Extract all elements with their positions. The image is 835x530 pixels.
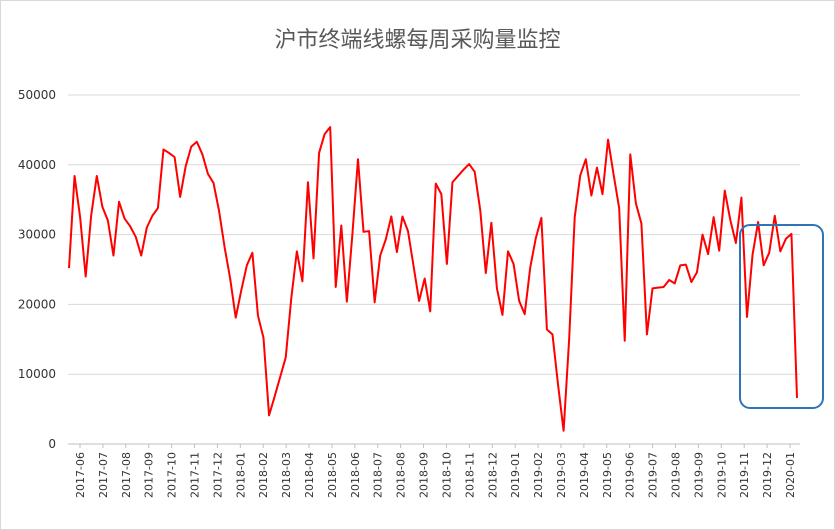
x-tick-label: 2018-01 <box>234 452 247 498</box>
x-tick-label: 2019-11 <box>738 452 751 498</box>
x-tick-label: 2019-04 <box>578 452 591 498</box>
highlight-layer <box>739 224 824 409</box>
x-tick-label: 2019-02 <box>532 452 545 498</box>
x-tick-label: 2017-10 <box>166 452 179 498</box>
x-tick-label: 2019-10 <box>715 452 728 498</box>
x-tick-label: 2018-09 <box>418 452 431 498</box>
highlight-box <box>739 224 824 409</box>
y-tick-label: 0 <box>48 437 56 451</box>
x-tick-label: 2018-11 <box>463 452 476 498</box>
x-tick-label: 2018-10 <box>440 452 453 498</box>
x-tick-label: 2018-05 <box>326 452 339 498</box>
x-tick-label: 2017-11 <box>189 452 202 498</box>
y-tick-label: 40000 <box>18 158 56 172</box>
x-tick-label: 2018-06 <box>349 452 362 498</box>
x-tick-label: 2018-03 <box>280 452 293 498</box>
x-tick-label: 2017-08 <box>120 452 133 498</box>
x-tick-label: 2019-07 <box>647 452 660 498</box>
chart-title: 沪市终端线螺每周采购量监控 <box>274 28 561 53</box>
x-tick-label: 2019-08 <box>669 452 682 498</box>
x-tick-label: 2017-07 <box>97 452 110 498</box>
x-tick-labels: 2017-06 2017-07 2017-08 2017-09 2017-10 2017-… <box>74 444 797 498</box>
x-tick-label: 2018-07 <box>372 452 385 498</box>
y-tick-label: 10000 <box>18 367 56 381</box>
series-layer <box>68 126 798 432</box>
y-axis: 0 10000 20000 30000 40000 50000 <box>18 88 56 451</box>
x-tick-label: 2018-02 <box>257 452 270 498</box>
y-tick-label: 20000 <box>18 297 56 311</box>
y-tick-label: 30000 <box>18 228 56 242</box>
x-tick-label: 2019-01 <box>509 452 522 498</box>
series-line <box>68 126 798 432</box>
x-tick-label: 2018-08 <box>395 452 408 498</box>
x-tick-label: 2019-06 <box>624 452 637 498</box>
y-tick-label: 50000 <box>18 88 56 102</box>
x-tick-label: 2018-12 <box>486 452 499 498</box>
x-tick-label: 2018-04 <box>303 452 316 498</box>
x-tick-label: 2017-12 <box>211 452 224 498</box>
x-tick-label: 2019-05 <box>601 452 614 498</box>
x-tick-label: 2020-01 <box>784 452 797 498</box>
x-tick-label: 2019-03 <box>555 452 568 498</box>
x-tick-label: 2017-09 <box>143 452 156 498</box>
x-tick-label: 2019-09 <box>692 452 705 498</box>
x-tick-label: 2019-12 <box>761 452 774 498</box>
x-tick-label: 2017-06 <box>74 452 87 498</box>
